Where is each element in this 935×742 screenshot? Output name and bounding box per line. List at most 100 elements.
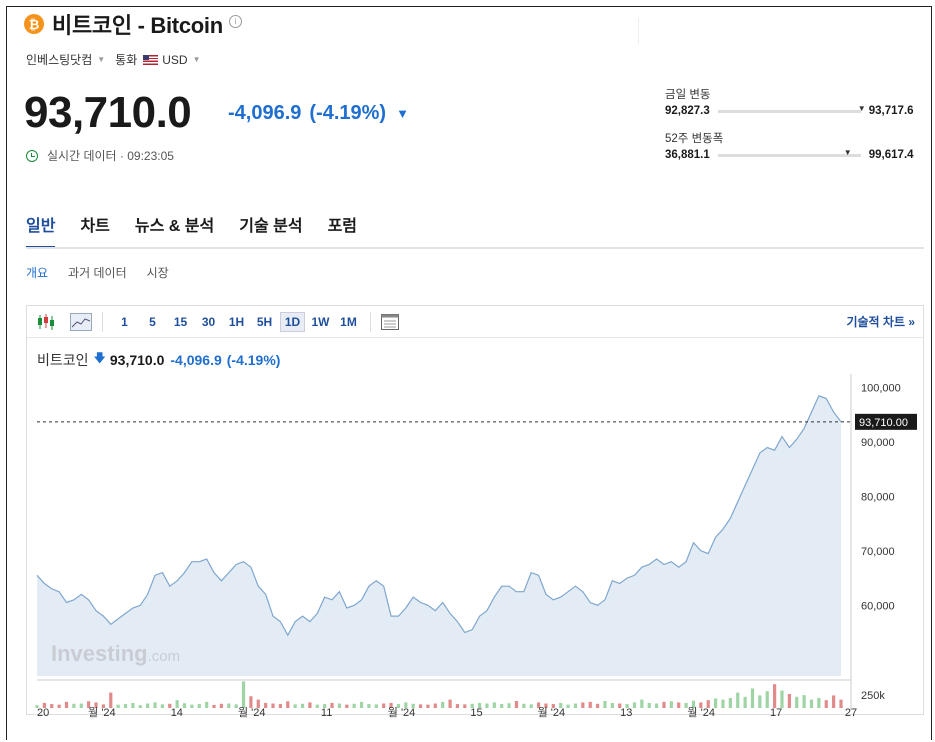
volume-bar — [374, 704, 378, 708]
tab-forum[interactable]: 포럼 — [327, 218, 358, 235]
chart-change: -4,096.9 — [170, 351, 222, 368]
volume-bar — [227, 703, 231, 708]
week52-range: 52주 변동폭 36,881.1 ▼ 99,617.4 — [665, 130, 914, 161]
volume-bar — [632, 702, 637, 708]
interval-15[interactable]: 15 — [173, 314, 188, 329]
volume-bar — [721, 699, 725, 708]
x-tick-label: 월 '24 — [388, 706, 416, 719]
volume-bar — [286, 701, 290, 708]
volume-bar — [625, 704, 629, 708]
volume-bar — [411, 703, 415, 708]
volume-bar — [780, 690, 784, 708]
y-tick-label: 60,000 — [861, 600, 895, 612]
volume-bar — [765, 691, 769, 708]
volume-bar — [773, 684, 777, 708]
week52-range-low: 36,881.1 — [665, 149, 710, 161]
source-label[interactable]: 인베스팅닷컴 — [26, 53, 93, 67]
currency-value[interactable]: USD — [162, 52, 188, 67]
volume-bar — [802, 695, 806, 708]
volume-bar — [736, 692, 740, 708]
y-tick-label: 100,000 — [861, 383, 901, 395]
volume-bar — [455, 704, 460, 708]
volume-bar — [190, 704, 194, 708]
x-tick-label: 13 — [620, 707, 632, 719]
tab-chart[interactable]: 차트 — [80, 218, 110, 235]
last-price: 93,710.0 — [24, 88, 192, 137]
realtime-status: 실시간 데이터 · 09:23:05 — [26, 147, 174, 164]
chart-instrument-name: 비트코인 — [37, 351, 89, 368]
x-tick-label: 17 — [770, 707, 782, 719]
watermark-logo: Investing.com — [51, 641, 180, 666]
volume-bar — [123, 704, 128, 708]
volume-bar — [404, 702, 408, 708]
tab-technical[interactable]: 기술 분석 — [239, 218, 303, 235]
interval-1h[interactable]: 1H — [228, 314, 245, 329]
volume-bar — [441, 701, 445, 708]
volume-bar — [581, 702, 585, 708]
volume-bar — [654, 703, 659, 708]
volume-bar — [426, 704, 430, 708]
technical-chart-link[interactable]: 기술적 차트 » — [846, 315, 915, 329]
info-icon[interactable]: i — [228, 14, 242, 28]
area-chart-icon[interactable] — [70, 312, 92, 331]
volume-bar — [160, 704, 164, 708]
volume-bar — [647, 702, 651, 708]
tab-news[interactable]: 뉴스 & 분석 — [134, 218, 215, 235]
interval-30[interactable]: 30 — [201, 314, 216, 329]
subtab-markets[interactable]: 시장 — [146, 266, 169, 280]
table-view-icon[interactable] — [380, 313, 400, 331]
tab-overview[interactable]: 일반 — [26, 212, 56, 249]
volume-bar — [433, 703, 437, 708]
volume-bar — [315, 704, 319, 708]
volume-bar — [94, 702, 98, 708]
interval-5h[interactable]: 5H — [256, 314, 273, 329]
volume-bar — [396, 704, 401, 708]
volume-bar — [146, 703, 150, 708]
volume-bar — [477, 702, 482, 708]
subtab-summary[interactable]: 개요 — [26, 266, 49, 280]
sub-tabs: 개요 과거 데이터 시장 — [26, 264, 189, 281]
change-percent: (-4.19%) — [309, 102, 387, 124]
volume-bar — [618, 703, 622, 708]
divider — [638, 18, 651, 44]
interval-1[interactable]: 1 — [121, 314, 128, 329]
x-tick-label: 20 — [37, 707, 49, 719]
day-range: 금일 변동 92,827.3 ▼ 93,717.6 — [665, 86, 914, 117]
chart-legend: 비트코인 🡇 93,710.0 -4,096.9 (-4.19%) — [37, 349, 280, 370]
interval-1d[interactable]: 1D — [280, 311, 305, 332]
volume-bar — [418, 704, 423, 708]
interval-5[interactable]: 5 — [149, 314, 156, 329]
subtab-history[interactable]: 과거 데이터 — [68, 266, 127, 280]
currency-label: 통화 — [115, 53, 138, 67]
volume-bar — [809, 699, 814, 708]
day-range-bar: ▼ — [717, 104, 866, 113]
volume-bar — [677, 702, 681, 708]
window-frame — [6, 6, 932, 740]
bitcoin-icon: ₿ — [24, 14, 44, 34]
price-chart[interactable]: 100,000 90,000 80,000 70,000 60,000 93,710.0… — [27, 374, 923, 719]
volume-bar — [264, 702, 268, 708]
chart-change-percent: (-4.19%) — [226, 351, 281, 368]
chevron-down-icon[interactable]: ▼ — [192, 55, 201, 64]
volume-bar — [323, 704, 327, 708]
volume-bar — [492, 702, 496, 708]
volume-bar — [389, 702, 393, 708]
volume-bar — [352, 703, 356, 708]
volume-bar — [507, 703, 511, 708]
interval-1m[interactable]: 1M — [340, 314, 357, 329]
x-tick-label: 월 '24 — [538, 706, 566, 719]
volume-bar — [514, 701, 519, 708]
volume-bar — [87, 701, 91, 708]
interval-1w[interactable]: 1W — [311, 314, 330, 329]
volume-bar — [168, 703, 172, 708]
chart-panel: 1 5 15 30 1H 5H 1D 1W 1M 기술적 차트 » 비트코인 🡇… — [26, 305, 924, 719]
instrument-header: ₿ 비트코인 - Bitcoin i — [24, 8, 242, 40]
volume-bar — [728, 697, 732, 708]
volume-bar — [787, 694, 791, 708]
volume-bar — [573, 703, 578, 708]
volume-bar — [182, 703, 187, 708]
chevron-down-icon[interactable]: ▼ — [97, 55, 106, 64]
candlestick-icon[interactable] — [36, 313, 56, 331]
week52-range-high: 99,617.4 — [868, 149, 914, 161]
volume-bar — [795, 696, 799, 708]
